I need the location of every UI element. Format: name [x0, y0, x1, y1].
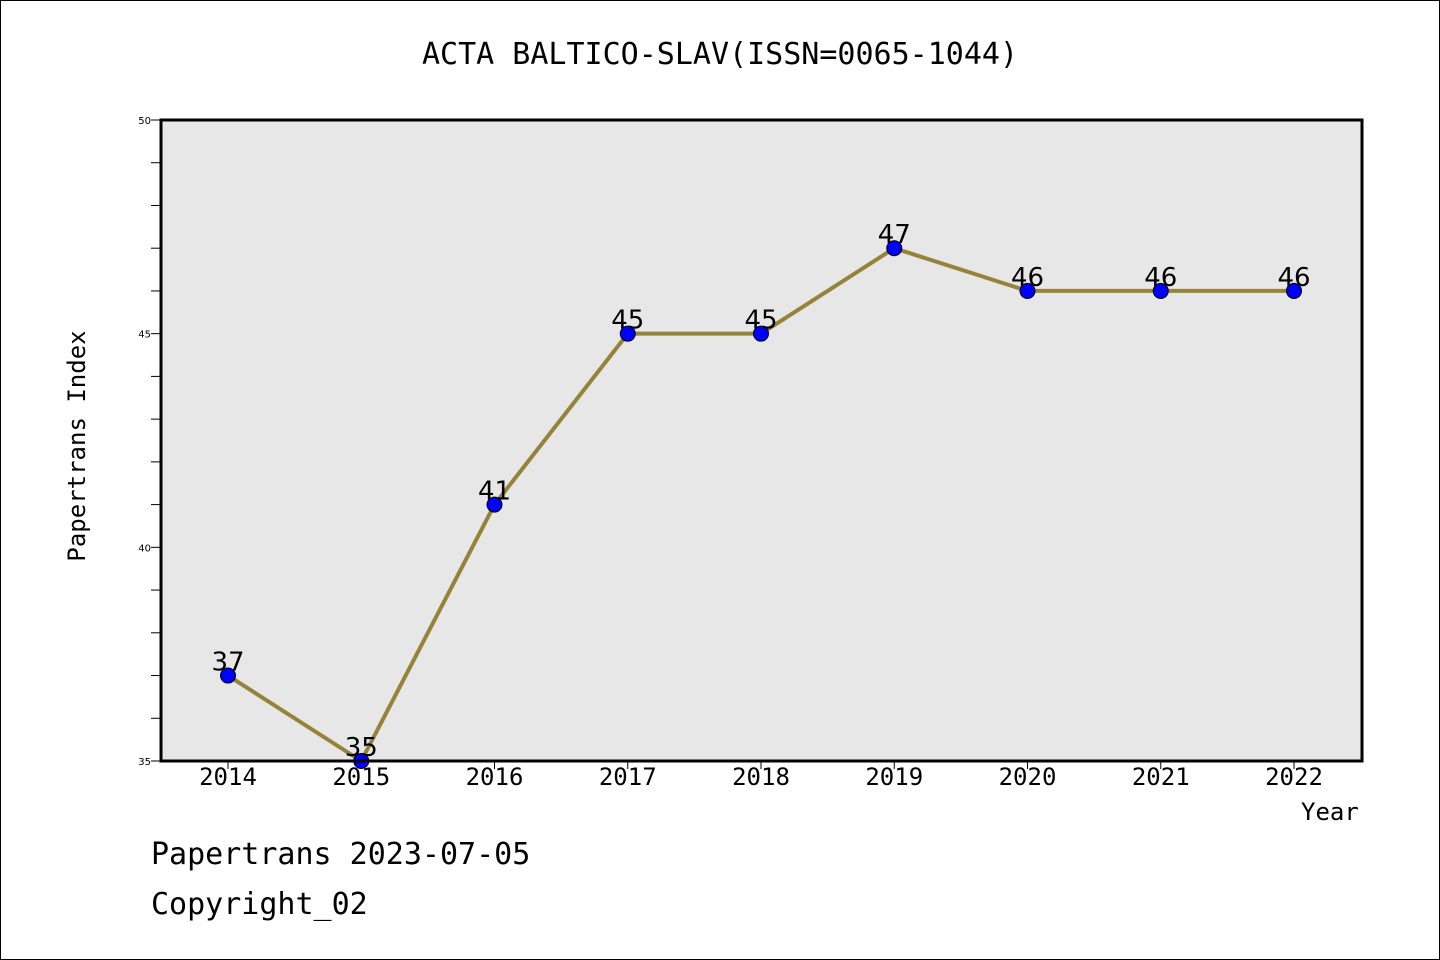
x-tick-label: 2018: [732, 763, 790, 791]
footer-date: Papertrans 2023-07-05: [151, 837, 531, 872]
data-point: [619, 325, 636, 342]
data-label: 46: [1277, 263, 1310, 293]
x-tick-label: 2014: [199, 763, 257, 791]
data-point: [220, 667, 236, 684]
data-label: 35: [345, 733, 378, 763]
x-axis-label: Year: [1301, 798, 1359, 826]
y-tick-label: 35: [138, 757, 151, 768]
data-label: 45: [744, 306, 777, 336]
data-point: [1286, 282, 1302, 299]
data-label: 47: [878, 220, 911, 250]
y-tick-label: 50: [138, 116, 151, 127]
x-tick-label: 2017: [599, 763, 657, 791]
footer-copyright: Copyright_02: [151, 887, 368, 922]
data-point: [1152, 282, 1169, 299]
x-tick-label: 2022: [1265, 763, 1323, 791]
y-axis-label: Papertrans Index: [63, 330, 91, 562]
data-point: [1019, 282, 1036, 299]
x-tick-label: 2020: [999, 763, 1057, 791]
y-tick-label: 45: [138, 330, 151, 341]
data-point: [486, 496, 503, 513]
x-tick-label: 2021: [1132, 763, 1190, 791]
data-label: 45: [611, 306, 644, 336]
plot-border: [159, 118, 1364, 763]
y-tick-label: 40: [138, 543, 151, 554]
data-point: [886, 240, 903, 257]
plot-area: [161, 120, 1362, 761]
x-tick-label: 2016: [466, 763, 524, 791]
data-label: 46: [1144, 263, 1177, 293]
data-label: 41: [478, 477, 511, 507]
x-tick-label: 2019: [865, 763, 923, 791]
chart-title: ACTA BALTICO-SLAV(ISSN=0065-1044): [421, 37, 1019, 72]
data-point: [753, 325, 769, 342]
data-label: 37: [211, 648, 244, 678]
data-label: 46: [1011, 263, 1044, 293]
